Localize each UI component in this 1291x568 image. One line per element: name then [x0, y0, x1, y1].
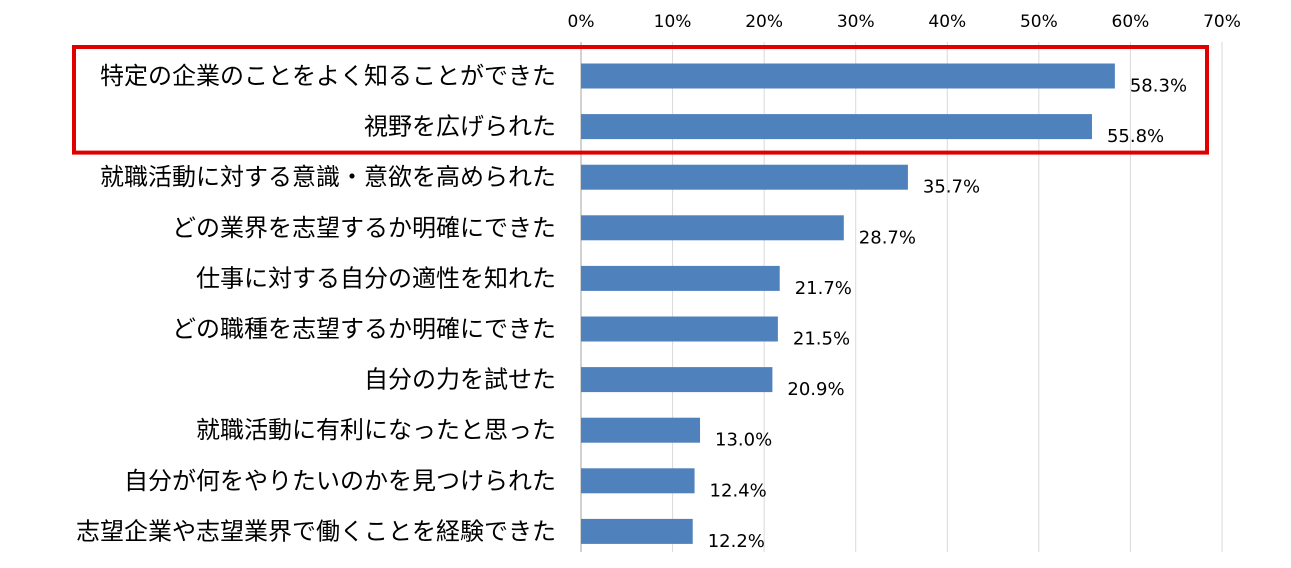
- data-label: 21.7%: [795, 278, 852, 299]
- bar: [581, 367, 773, 393]
- data-label: 28.7%: [859, 227, 916, 248]
- x-tick-label: 0%: [568, 12, 595, 32]
- highlight-box: [72, 45, 1209, 155]
- x-tick-label: 30%: [837, 12, 875, 32]
- data-label: 21.5%: [793, 329, 850, 350]
- data-label: 13.0%: [715, 430, 772, 451]
- x-tick-label: 50%: [1020, 12, 1058, 32]
- bar: [581, 518, 693, 544]
- data-label: 58.3%: [1130, 76, 1187, 97]
- x-tick-label: 40%: [928, 12, 966, 32]
- bar: [581, 265, 780, 291]
- category-label: どの職種を志望するか明確にできた: [172, 315, 556, 343]
- category-label: 自分が何をやりたいのかを見つけられた: [124, 467, 556, 495]
- category-label: 就職活動に対する意識・意欲を高められた: [100, 163, 556, 191]
- bars: [581, 63, 1115, 544]
- highlight-box-layer: [72, 45, 1209, 155]
- bar: [581, 164, 908, 190]
- category-label: 視野を広げられた: [364, 113, 556, 141]
- data-label: 12.2%: [708, 531, 765, 552]
- bar: [581, 417, 701, 443]
- bar: [581, 63, 1115, 89]
- x-tick-label: 20%: [745, 12, 783, 32]
- value-labels: 58.3% 55.8% 35.7% 28.7% 21.7% 21.5% 20.9% 13.0%…: [708, 76, 1187, 552]
- category-label: 特定の企業のことをよく知ることができた: [100, 62, 556, 90]
- x-tick-label: 60%: [1112, 12, 1150, 32]
- data-label: 55.8%: [1107, 126, 1164, 147]
- category-label: どの業界を志望するか明確にできた: [172, 214, 556, 242]
- bar: [581, 215, 844, 241]
- category-label: 自分の力を試せた: [364, 366, 556, 394]
- category-labels: 特定の企業のことをよく知ることができた視野を広げられた就職活動に対する意識・意欲…: [76, 62, 556, 545]
- data-label: 20.9%: [787, 379, 844, 400]
- x-tick-label: 10%: [654, 12, 692, 32]
- category-label: 志望企業や志望業界で働くことを経験できた: [76, 517, 556, 545]
- bar: [581, 114, 1092, 140]
- bar: [581, 316, 778, 342]
- data-label: 35.7%: [923, 177, 980, 198]
- x-tick-label: 70%: [1203, 12, 1241, 32]
- category-label: 就職活動に有利になったと思った: [196, 416, 556, 444]
- data-label: 12.4%: [710, 480, 767, 501]
- category-label: 仕事に対する自分の適性を知れた: [196, 264, 556, 292]
- x-axis-ticks: 0% 10% 20% 30% 40% 50% 60% 70%: [568, 12, 1241, 32]
- bar: [581, 468, 695, 494]
